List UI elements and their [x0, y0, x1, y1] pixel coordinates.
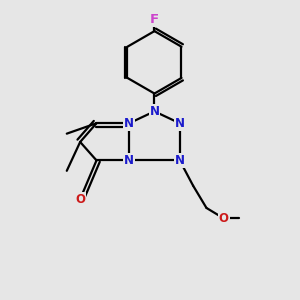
Text: N: N — [175, 117, 185, 130]
Text: O: O — [219, 212, 229, 225]
Text: N: N — [175, 154, 185, 167]
Text: N: N — [124, 117, 134, 130]
Text: F: F — [150, 13, 159, 26]
Text: O: O — [75, 193, 85, 206]
Text: N: N — [149, 105, 160, 118]
Text: N: N — [149, 105, 160, 118]
Text: N: N — [124, 154, 134, 167]
